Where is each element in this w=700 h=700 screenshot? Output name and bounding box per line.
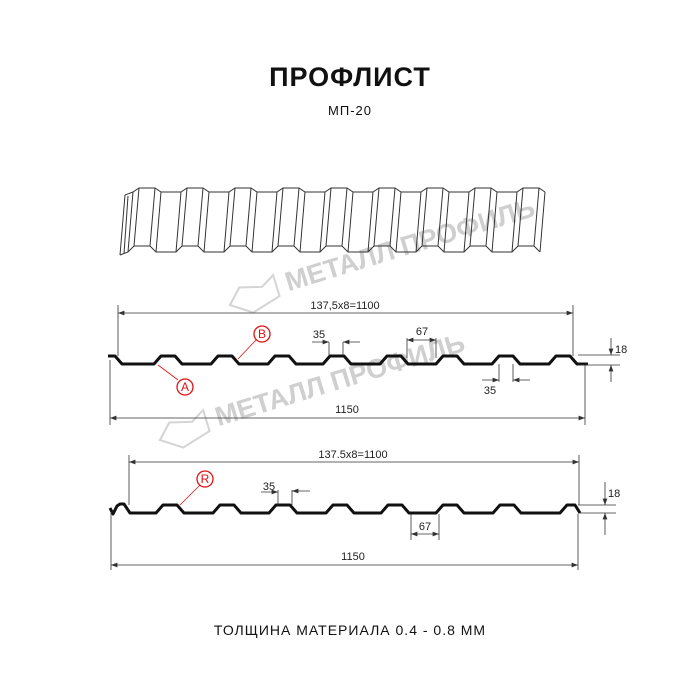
valley-label: 67 [416,326,428,338]
rib-top-label: 35 [263,481,275,493]
valley-label: 67 [419,521,431,533]
callout-r-label: R [201,472,210,486]
rib-bottom-label: 35 [484,385,496,397]
watermark-text: МЕТАЛЛ ПРОФИЛЬ [282,192,539,297]
height-label: 18 [615,344,627,356]
callout-b-label: B [258,327,266,341]
watermark-1: МЕТАЛЛ ПРОФИЛЬ [228,192,539,314]
pitch-label: 137.5x8=1100 [318,449,387,461]
profile-line [108,354,588,366]
pitch-label: 137,5x8=1100 [310,300,379,312]
material-thickness: ТОЛЩИНА МАТЕРИАЛА 0.4 - 0.8 ММ [213,622,487,638]
watermark-2: МЕТАЛЛ ПРОФИЛЬ [158,327,469,449]
model-label: МП-20 [328,103,372,118]
height-label: 18 [608,488,620,500]
callout-r: R [179,470,214,506]
rib-edge [175,187,210,253]
watermark-text: МЕТАЛЛ ПРОФИЛЬ [212,327,469,432]
sheet-outline [119,194,129,256]
page-title: ПРОФЛИСТ [269,62,431,92]
width-label: 1150 [341,551,365,563]
rib-edge [415,187,450,253]
rib-edge [319,187,354,253]
width-label: 1150 [335,404,359,416]
rib-edge [511,187,546,253]
sheet-3d-view [119,187,546,256]
rib-edge [463,187,498,253]
callout-b: B [237,325,271,360]
rib-edge [127,187,162,253]
profile-bottom: 137.5x8=1100 1150 35 67 18 R [108,449,620,570]
profile-top: 137,5x8=1100 1150 35 67 35 18 A B [108,300,627,425]
profile-line [108,502,582,516]
rib-edge [367,187,402,253]
callout-a: A [157,364,194,396]
callout-a-label: A [181,380,189,394]
rib-edge [271,187,306,253]
sheet-outline [124,187,546,196]
rib-top-label: 35 [313,329,325,341]
sheet-outline [119,245,541,256]
rib-edge [223,187,258,253]
